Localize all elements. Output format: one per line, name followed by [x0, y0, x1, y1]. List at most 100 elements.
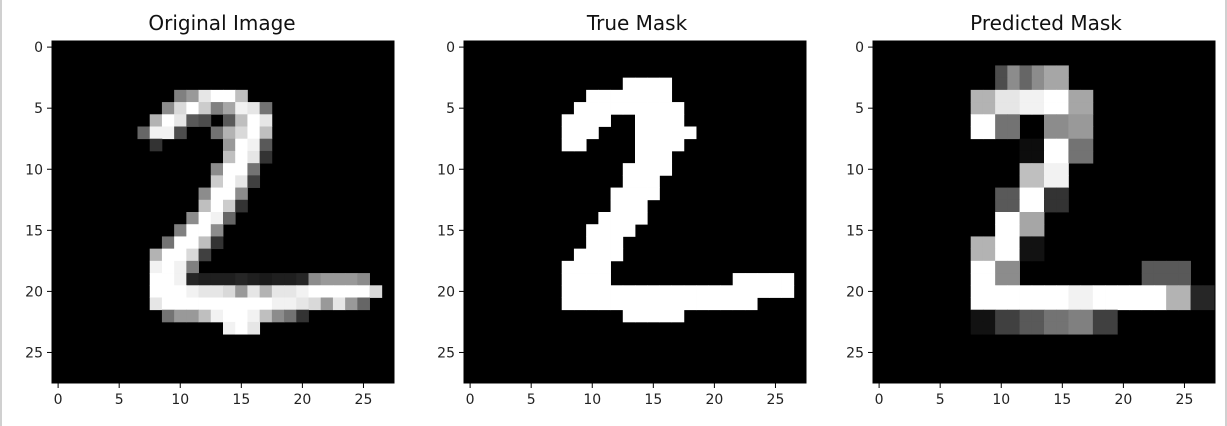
y-tick-label: 10 — [25, 162, 43, 178]
heatmap-cell — [1031, 212, 1045, 225]
heatmap-cell — [1007, 199, 1020, 213]
heatmap-cell — [671, 126, 685, 140]
x-tick-label: 5 — [115, 392, 124, 408]
heatmap-cell — [235, 114, 248, 127]
heatmap-cell — [622, 163, 636, 176]
heatmap-cell — [635, 102, 648, 115]
heatmap-cell — [744, 273, 758, 286]
y-tick-label: 5 — [34, 101, 43, 117]
heatmap-cell — [1080, 126, 1094, 140]
heatmap-cell — [1044, 77, 1057, 91]
heatmap-cell — [235, 138, 248, 152]
heatmap-cell — [696, 297, 709, 311]
x-tick-label: 25 — [355, 392, 373, 408]
heatmap-cell — [186, 212, 199, 225]
heatmap-cell — [1141, 285, 1155, 298]
heatmap-plot: 0 0 5 5 10 10 15 15 20 20 25 25 — [846, 40, 1216, 408]
heatmap-cell — [1092, 297, 1106, 311]
heatmap-cell — [982, 297, 996, 311]
heatmap-cell — [1141, 273, 1155, 286]
x-tick-label: 5 — [936, 392, 945, 408]
x-tick-label: 15 — [644, 392, 662, 408]
heatmap-cell — [223, 187, 236, 201]
heatmap-cell — [598, 248, 611, 262]
heatmap-cell — [995, 248, 1008, 262]
heatmap-cell — [1007, 212, 1020, 225]
heatmap-cell — [235, 126, 248, 140]
heatmap-cell — [598, 102, 611, 115]
heatmap-cell — [671, 102, 685, 115]
heatmap-cell — [647, 126, 660, 140]
heatmap-cell — [1044, 175, 1057, 188]
heatmap-cell — [1092, 309, 1106, 323]
heatmap-cell — [573, 285, 587, 298]
heatmap-cell — [635, 175, 648, 188]
heatmap-cell — [1019, 150, 1033, 164]
heatmap-cell — [586, 260, 599, 274]
heatmap-cell — [757, 285, 770, 298]
heatmap-cell — [198, 285, 212, 298]
heatmap-cell — [573, 126, 587, 140]
y-tick-label: 15 — [437, 223, 455, 239]
heatmap-cell — [1007, 248, 1020, 262]
heatmap-cell — [1031, 175, 1045, 188]
heatmap-cell — [622, 212, 636, 225]
heatmap-cell — [296, 285, 309, 298]
heatmap-cell — [259, 309, 273, 323]
y-tick-label: 25 — [437, 345, 455, 361]
heatmap-cell — [210, 126, 224, 140]
heatmap-cell — [573, 138, 587, 152]
heatmap-cell — [598, 212, 611, 225]
heatmap-cell — [259, 285, 273, 298]
y-tick-label: 15 — [25, 223, 43, 239]
x-tick-label: 20 — [293, 392, 311, 408]
heatmap-cell — [561, 138, 575, 152]
heatmap-cell — [174, 260, 187, 274]
heatmap-cell — [161, 297, 175, 311]
heatmap-cell — [982, 102, 996, 115]
heatmap-cell — [647, 102, 660, 115]
heatmap-cell — [1056, 297, 1069, 311]
heatmap-cell — [671, 297, 685, 311]
heatmap-cell — [995, 297, 1008, 311]
heatmap-cell — [235, 199, 248, 213]
heatmap-cell — [1202, 285, 1216, 298]
heatmap-cell — [647, 297, 660, 311]
heatmap-cell — [1007, 260, 1020, 274]
heatmap-cell — [659, 150, 673, 164]
heatmap-cell — [296, 297, 309, 311]
heatmap-cell — [683, 126, 697, 140]
heatmap-cell — [1019, 175, 1033, 188]
heatmap-cell — [1056, 150, 1069, 164]
heatmap-cell — [635, 89, 648, 103]
heatmap-cell — [161, 114, 175, 127]
heatmap-cell — [186, 248, 199, 262]
heatmap-cell — [186, 297, 199, 311]
heatmap-cell — [573, 102, 587, 115]
heatmap-cell — [284, 309, 297, 323]
heatmap-cell — [357, 285, 370, 298]
heatmap-cell — [1080, 309, 1094, 323]
heatmap-cell — [223, 297, 236, 311]
heatmap-cell — [982, 114, 996, 127]
heatmap-cell — [1092, 321, 1106, 335]
heatmap-cell — [210, 187, 224, 201]
heatmap-cell — [622, 77, 636, 91]
heatmap-cell — [573, 260, 587, 274]
heatmap-cell — [174, 89, 187, 103]
heatmap-cell — [259, 102, 273, 115]
heatmap-cell — [1031, 309, 1045, 323]
heatmap-cell — [1019, 321, 1033, 335]
heatmap-cell — [1031, 285, 1045, 298]
heatmap-cell — [1166, 260, 1179, 274]
heatmap-cell — [210, 89, 224, 103]
heatmap-cell — [296, 309, 309, 323]
heatmap-cell — [149, 273, 163, 286]
heatmap-cell — [1031, 248, 1045, 262]
heatmap-cell — [271, 297, 285, 311]
x-tick-label: 15 — [1053, 392, 1071, 408]
y-tick-label: 10 — [846, 162, 864, 178]
heatmap-cell — [149, 126, 163, 140]
x-tick-label: 0 — [54, 392, 63, 408]
heatmap-cell — [995, 102, 1008, 115]
